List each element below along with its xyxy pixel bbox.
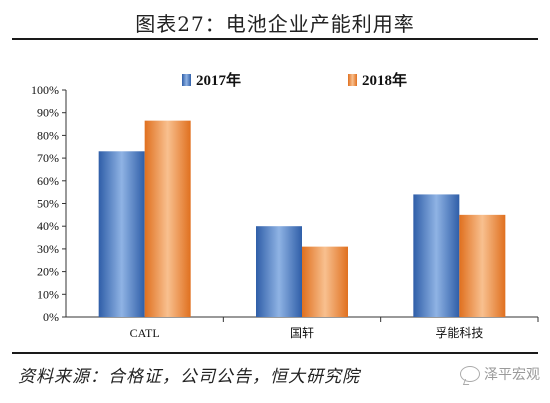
- y-tick-label: 50%: [37, 197, 59, 211]
- bar-2017-0: [98, 151, 145, 317]
- y-tick-label: 90%: [37, 106, 59, 120]
- bar-2017-1: [256, 226, 302, 317]
- y-tick-label: 100%: [31, 83, 59, 97]
- top-divider: [12, 38, 538, 40]
- y-tick-label: 80%: [37, 128, 59, 142]
- y-tick-label: 10%: [37, 287, 59, 301]
- y-tick-label: 30%: [37, 242, 59, 256]
- bar-2017-2: [413, 194, 460, 317]
- watermark: 泽平宏观: [460, 364, 540, 384]
- y-tick-label: 60%: [37, 174, 59, 188]
- bar-2018-0: [144, 120, 191, 318]
- source-note: 资料来源：合格证，公司公告，恒大研究院: [18, 367, 360, 387]
- x-tick-label: CATL: [130, 326, 160, 340]
- y-tick-label: 40%: [37, 219, 59, 233]
- x-tick-label: 孚能科技: [435, 326, 483, 340]
- bottom-divider: [12, 352, 538, 354]
- x-tick-label: 国轩: [290, 326, 314, 340]
- bar-2018-1: [302, 246, 348, 317]
- y-tick-label: 70%: [37, 151, 59, 165]
- wechat-bubble-icon: [460, 366, 480, 382]
- figure-title: 图表27：电池企业产能利用率: [135, 12, 415, 36]
- bar-chart: 0% 10% 20% 30% 40% 50% 60% 70% 80% 90% 100% CATL 国轩 孚…: [31, 71, 539, 340]
- legend-swatch-1: [348, 74, 357, 86]
- legend-label-0: 2017年: [196, 71, 241, 89]
- watermark-text: 泽平宏观: [484, 367, 540, 383]
- legend-label-1: 2018年: [362, 71, 407, 89]
- y-tick-label: 0%: [43, 310, 59, 324]
- bar-2018-2: [459, 214, 506, 317]
- legend-swatch-0: [182, 74, 191, 86]
- y-tick-label: 20%: [37, 265, 59, 279]
